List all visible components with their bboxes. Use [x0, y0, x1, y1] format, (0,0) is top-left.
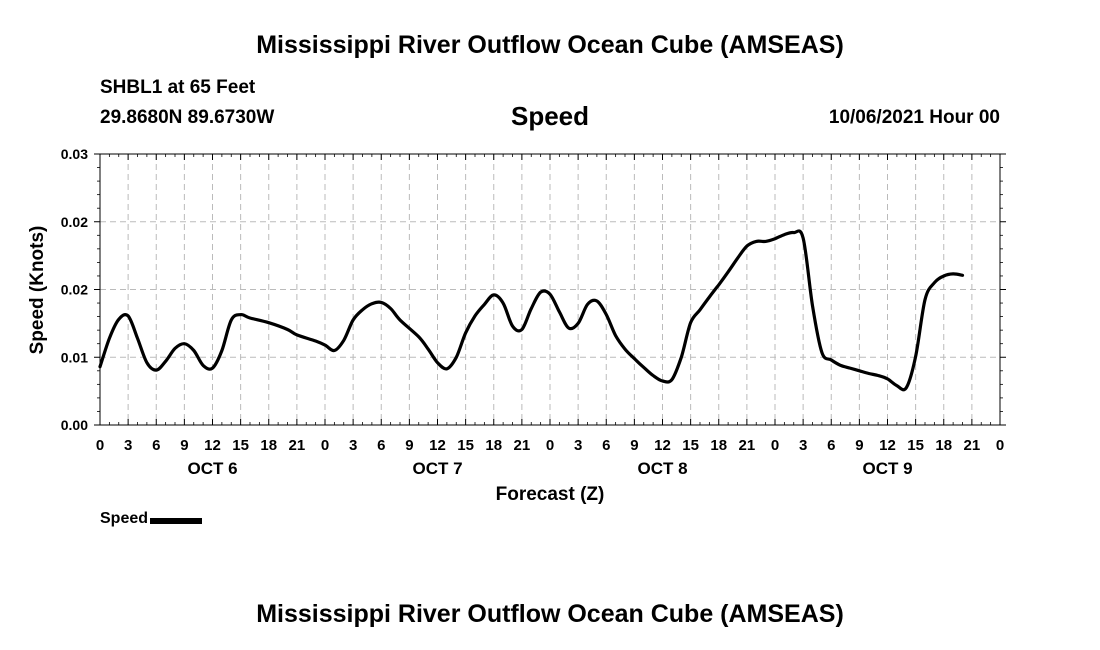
x-tick-label: 9: [405, 437, 413, 454]
axis-labels: 0 3 6 9 12 15 18 21 0 3 6 9 12 15 18 21 0 3 6 9 12 15 18 21 0 3 6 9…: [61, 146, 1004, 478]
x-tick-label: 18: [710, 437, 727, 454]
x-tick-label: 9: [630, 437, 638, 454]
axis-ticks: [94, 153, 1006, 426]
x-tick-label: 0: [96, 437, 104, 454]
day-label: OCT 6: [187, 459, 237, 478]
y-tick-label: 0.00: [61, 417, 88, 433]
x-tick-label: 3: [799, 437, 807, 454]
x-tick-label: 12: [879, 437, 896, 454]
legend-swatch: [150, 518, 203, 524]
series-group: [98, 229, 965, 392]
x-tick-label: 0: [546, 437, 554, 454]
x-tick-label: 3: [574, 437, 582, 454]
x-tick-label: 3: [349, 437, 357, 454]
x-tick-label: 12: [204, 437, 221, 454]
x-tick-label: 15: [457, 437, 474, 454]
x-tick-label: 18: [485, 437, 502, 454]
y-axis-label: Speed (Knots): [27, 226, 48, 355]
legend-label: Speed: [100, 510, 149, 527]
x-tick-label: 18: [260, 437, 277, 454]
x-tick-label: 15: [907, 437, 924, 454]
day-label: OCT 8: [637, 459, 687, 478]
x-tick-label: 12: [654, 437, 671, 454]
x-tick-label: 9: [855, 437, 863, 454]
x-axis-label: Forecast (Z): [496, 484, 605, 505]
y-tick-label: 0.01: [61, 349, 88, 365]
x-tick-label: 6: [827, 437, 835, 454]
x-tick-label: 0: [321, 437, 329, 454]
x-tick-label: 6: [152, 437, 160, 454]
x-tick-label: 12: [429, 437, 446, 454]
x-tick-label: 21: [964, 437, 981, 454]
y-tick-label: 0.02: [61, 214, 88, 230]
footer-title: Mississippi River Outflow Ocean Cube (AM…: [256, 600, 844, 628]
x-tick-label: 15: [682, 437, 699, 454]
x-tick-label: 21: [514, 437, 531, 454]
forecast-datetime: 10/06/2021 Hour 00: [828, 107, 1000, 128]
grid-lines: [100, 154, 1000, 425]
x-tick-label: 9: [180, 437, 188, 454]
x-tick-label: 6: [602, 437, 610, 454]
series-line-speed: [98, 229, 965, 392]
x-tick-label: 6: [377, 437, 385, 454]
x-tick-label: 3: [124, 437, 132, 454]
station-label: SHBL1 at 65 Feet: [100, 77, 256, 98]
x-tick-label: 21: [739, 437, 756, 454]
coordinates-label: 29.8680N 89.6730W: [100, 107, 275, 128]
x-tick-label: 15: [232, 437, 249, 454]
y-tick-label: 0.03: [61, 146, 88, 162]
x-tick-label: 0: [771, 437, 779, 454]
x-tick-label: 0: [996, 437, 1004, 454]
x-tick-label: 21: [289, 437, 306, 454]
variable-name: Speed: [510, 101, 590, 131]
day-label: OCT 9: [862, 459, 912, 478]
legend: Speed: [100, 510, 203, 528]
x-tick-label: 18: [935, 437, 952, 454]
y-tick-label: 0.02: [61, 282, 88, 298]
day-label: OCT 7: [412, 459, 462, 478]
chart-title: Mississippi River Outflow Ocean Cube (AM…: [256, 31, 844, 59]
